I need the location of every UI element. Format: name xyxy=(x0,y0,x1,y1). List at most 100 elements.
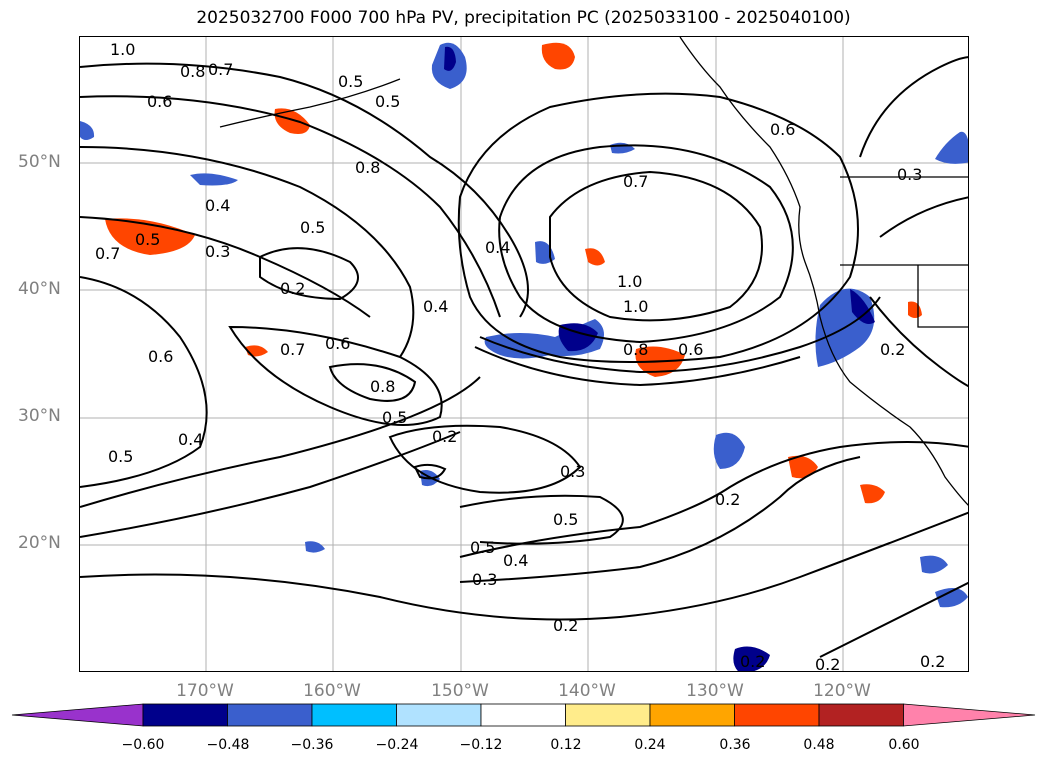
contour-label: 1.0 xyxy=(110,40,135,59)
precip-blob-neg xyxy=(713,432,745,469)
colorbar-tick-label: 0.12 xyxy=(550,737,582,753)
lat-label-40n: 40°N xyxy=(18,279,61,299)
precip-blob-neg xyxy=(190,173,238,186)
contour-label: 0.7 xyxy=(280,340,305,359)
contour-label: 0.2 xyxy=(740,652,765,671)
lat-label-30n: 30°N xyxy=(18,406,61,426)
lat-label-50n: 50°N xyxy=(18,152,61,172)
contour-label: 0.5 xyxy=(470,538,495,557)
colorbar-tick-label: −0.24 xyxy=(375,737,419,753)
pv-contour-0.2 xyxy=(869,296,968,388)
pv-contour xyxy=(459,494,624,545)
precip-blob-pos xyxy=(860,484,885,504)
precip-blob-pos xyxy=(908,301,922,318)
contour-label: 0.2 xyxy=(280,279,305,298)
precip-blob-pos xyxy=(541,42,575,70)
precip-blob-strong-neg xyxy=(444,46,456,71)
map-svg: 1.0 0.8 0.7 0.6 0.5 0.5 0.8 0.4 0.5 0.5 … xyxy=(80,37,968,672)
lon-label-150w: 150°W xyxy=(431,681,489,701)
contour-label: 0.2 xyxy=(815,655,840,672)
lon-label-130w: 130°W xyxy=(686,681,744,701)
contour-label: 0.3 xyxy=(472,570,497,589)
precip-blob-pos xyxy=(105,218,195,255)
contour-label: 0.8 xyxy=(623,340,648,359)
contour-label: 0.4 xyxy=(423,297,448,316)
pv-contour xyxy=(80,146,415,358)
pv-contours xyxy=(80,56,968,658)
lat-label-20n: 20°N xyxy=(18,533,61,553)
contour-label: 0.7 xyxy=(95,244,120,263)
contour-label: 0.2 xyxy=(715,490,740,509)
contour-label: 0.2 xyxy=(553,616,578,635)
pv-contour xyxy=(498,144,794,344)
pv-contour-0.2 xyxy=(459,456,861,583)
precip-blob-neg xyxy=(305,541,325,553)
contour-label: 0.5 xyxy=(135,230,160,249)
contour-label: 0.5 xyxy=(108,447,133,466)
colorbar-tick-label: 0.48 xyxy=(803,737,835,753)
contour-label: 1.0 xyxy=(617,272,642,291)
lon-label-120w: 120°W xyxy=(813,681,871,701)
map-panel: 1.0 0.8 0.7 0.6 0.5 0.5 0.8 0.4 0.5 0.5 … xyxy=(79,36,969,672)
contour-label: 0.4 xyxy=(503,551,528,570)
state-borders xyxy=(840,264,968,328)
contour-label: 0.7 xyxy=(623,172,648,191)
precip-blob-pos xyxy=(788,455,818,479)
north-america-coast xyxy=(679,37,968,506)
contour-label: 0.8 xyxy=(180,62,205,81)
lon-label-170w: 170°W xyxy=(176,681,234,701)
contour-label: 0.8 xyxy=(355,158,380,177)
colorbar-segment xyxy=(480,703,566,727)
colorbar-tick-label: 0.24 xyxy=(634,737,666,753)
colorbar-tick-label: −0.48 xyxy=(206,737,250,753)
precip-blob-pos xyxy=(274,108,310,134)
contour-label: 0.4 xyxy=(178,430,203,449)
precip-blob-neg xyxy=(920,555,948,574)
precip-blob-neg xyxy=(80,121,95,140)
pv-contour-0.2 xyxy=(413,463,447,480)
contour-label: 0.6 xyxy=(770,120,795,139)
pv-contour xyxy=(859,56,968,158)
contour-label: 1.0 xyxy=(623,297,648,316)
contour-label: 0.3 xyxy=(897,165,922,184)
aleutian-islands xyxy=(219,78,401,128)
colorbar-segment xyxy=(396,703,482,727)
contour-label: 0.4 xyxy=(485,238,510,257)
colorbar-segment xyxy=(142,703,228,727)
colorbar-segment xyxy=(565,703,651,727)
contour-label: 0.3 xyxy=(560,462,585,481)
pv-contour xyxy=(457,92,859,363)
pv-contour-0.3 xyxy=(879,196,968,238)
pv-contour xyxy=(80,511,968,621)
colorbar-segment xyxy=(903,703,1036,727)
pv-contour xyxy=(80,95,501,318)
colorbar-tick-label: 0.36 xyxy=(719,737,751,753)
lon-label-140w: 140°W xyxy=(558,681,616,701)
coastlines xyxy=(219,37,968,506)
contour-label: 0.2 xyxy=(880,340,905,359)
precip-blob-neg xyxy=(935,131,968,164)
colorbar-segment xyxy=(734,703,820,727)
pv-contour xyxy=(819,581,968,658)
contour-label: 0.7 xyxy=(208,60,233,79)
colorbar-segment xyxy=(649,703,735,727)
contour-label: 0.4 xyxy=(205,196,230,215)
pv-contour-0.3 xyxy=(459,441,968,558)
contour-label: 0.3 xyxy=(205,242,230,261)
pv-contour xyxy=(80,62,529,318)
pv-contour xyxy=(80,431,461,538)
colorbar xyxy=(11,703,1036,727)
contour-label: 0.6 xyxy=(678,340,703,359)
precip-blob-pos xyxy=(585,248,605,266)
colorbar-tick-label: −0.36 xyxy=(290,737,334,753)
pv-contour-0.2 xyxy=(259,247,359,301)
contour-label: 0.5 xyxy=(338,72,363,91)
precip-blob-neg xyxy=(935,588,968,608)
colorbar-segments xyxy=(11,703,1036,727)
contour-label: 0.5 xyxy=(300,218,325,237)
pv-contour xyxy=(328,363,417,402)
colorbar-tick-label: 0.60 xyxy=(888,737,920,753)
precip-blob-strong-neg xyxy=(850,289,875,325)
pv-contour-jet xyxy=(479,296,881,374)
pv-contour xyxy=(388,424,582,494)
